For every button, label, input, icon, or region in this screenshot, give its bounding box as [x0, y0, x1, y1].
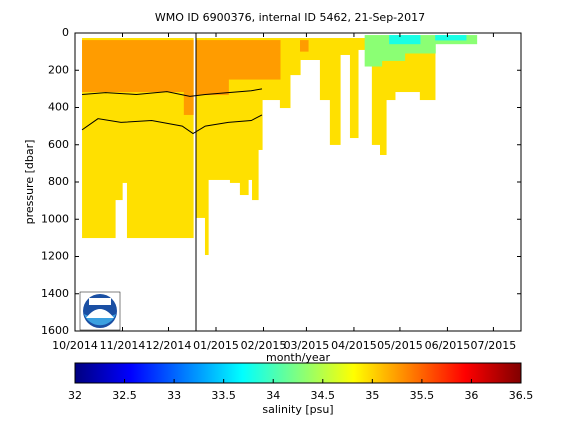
x-tick-label: 12/2014: [146, 339, 192, 352]
salinity-region: [289, 38, 301, 76]
salinity-region: [364, 35, 383, 67]
y-tick-label: 1400: [41, 287, 69, 300]
colorbar: [74, 362, 522, 384]
x-tick-label: 02/2015: [241, 339, 287, 352]
salinity-region: [204, 38, 209, 256]
y-tick-label: 1600: [41, 324, 69, 337]
salinity-region: [319, 38, 331, 101]
salinity-region: [115, 38, 123, 201]
salinity-region: [299, 40, 309, 52]
salinity-region: [183, 40, 194, 115]
colorbar-tick-label: 36: [464, 389, 478, 402]
salinity-region: [379, 38, 387, 155]
x-tick-label: 03/2015: [284, 339, 330, 352]
x-tick-label: 11/2014: [100, 339, 146, 352]
salinity-region: [279, 38, 291, 109]
salinity-region: [371, 38, 381, 145]
x-tick-label: 01/2015: [193, 339, 239, 352]
colorbar-tick-label: 33: [167, 389, 181, 402]
x-tick-label: 06/2015: [425, 339, 471, 352]
salinity-region: [195, 38, 206, 218]
y-tick-label: 800: [48, 175, 69, 188]
x-tick-label: 10/2014: [52, 339, 98, 352]
x-axis-label: month/year: [266, 351, 330, 364]
salinity-region: [329, 38, 341, 145]
salinity-region: [389, 35, 421, 45]
colorbar-label: salinity [psu]: [262, 403, 333, 416]
axes-frame: [74, 32, 522, 332]
chart-title: WMO ID 6900376, internal ID 5462, 21-Sep…: [155, 11, 425, 24]
salinity-region: [257, 38, 263, 150]
x-tick-label: 07/2015: [471, 339, 517, 352]
colorbar-tick-label: 33.5: [211, 389, 236, 402]
salinity-region: [239, 38, 249, 196]
y-tick-label: 600: [48, 138, 69, 151]
salinity-region: [195, 40, 229, 96]
y-tick-label: 200: [48, 63, 69, 76]
y-tick-label: 0: [62, 26, 69, 39]
noaa-logo: [79, 291, 121, 331]
salinity-region: [122, 38, 128, 183]
x-tick-label: 04/2015: [331, 339, 377, 352]
contour-line: [82, 88, 263, 97]
salinity-region: [435, 35, 467, 41]
salinity-region: [252, 38, 259, 201]
salinity-region: [385, 38, 396, 101]
salinity-region: [82, 40, 185, 93]
salinity-region: [339, 38, 351, 55]
colorbar-tick-label: 32: [68, 389, 82, 402]
y-tick-label: 400: [48, 101, 69, 114]
contour-line: [81, 114, 263, 135]
salinity-region: [349, 38, 359, 139]
y-axis-label: pressure [dbar]: [23, 140, 36, 225]
salinity-region: [419, 38, 436, 101]
colorbar-tick-label: 35.5: [410, 389, 435, 402]
colorbar-tick-label: 34.5: [311, 389, 336, 402]
salinity-region: [229, 38, 241, 183]
y-tick-label: 1000: [41, 212, 69, 225]
x-tick-label: 05/2015: [377, 339, 423, 352]
salinity-region: [248, 38, 253, 180]
colorbar-tick-label: 35: [365, 389, 379, 402]
colorbar-tick-label: 34: [266, 389, 280, 402]
colorbar-tick-label: 36.5: [509, 389, 534, 402]
salinity-region: [228, 40, 281, 80]
colorbar-tick-label: 32.5: [112, 389, 137, 402]
y-tick-label: 1200: [41, 250, 69, 263]
